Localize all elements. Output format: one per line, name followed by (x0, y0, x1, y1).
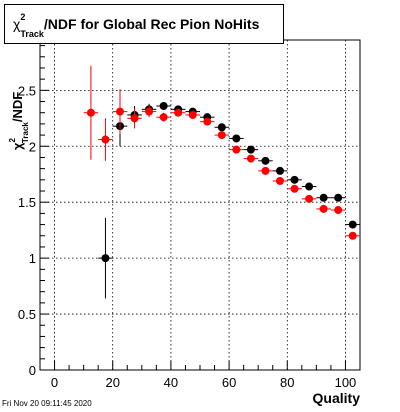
y-axis-label-chi: χ (10, 142, 25, 150)
data-point (246, 145, 255, 154)
data-point (86, 108, 95, 117)
y-tick-label: 1 (29, 251, 36, 266)
data-point (261, 156, 270, 165)
x-tick-label: 20 (105, 375, 119, 390)
data-point (276, 176, 284, 185)
data-point (290, 175, 299, 184)
y-axis-label-rest: /NDF (10, 92, 25, 122)
y-axis-label-sup: 2 (8, 138, 17, 143)
y-axis-ticks: 0 0.5 1 1.5 2 2.5 (18, 45, 49, 378)
x-tick-label: 100 (335, 375, 357, 390)
x-tick-label: 40 (164, 375, 178, 390)
y-tick-label: 1.5 (18, 195, 36, 210)
data-point (159, 102, 168, 110)
data-point (319, 193, 328, 202)
data-point (246, 154, 255, 163)
title-chi: χ (13, 16, 21, 32)
timestamp-footer: Fri Nov 20 09:11:45 2020 (2, 399, 92, 408)
series-1 (98, 102, 360, 299)
data-point (319, 204, 328, 213)
data-point (348, 231, 357, 240)
series-2 (83, 65, 360, 240)
y-tick-label: 0 (29, 363, 36, 378)
data-point (348, 220, 357, 229)
data-point (116, 107, 124, 116)
x-tick-label: 80 (280, 375, 294, 390)
y-axis-label-sub: Track (21, 122, 30, 143)
data-point (174, 108, 183, 117)
title-box: χ2 Track/NDF for Global Rec Pion NoHits (4, 4, 284, 44)
y-tick-label: 2.5 (18, 83, 36, 98)
x-axis-label: Quality (313, 390, 361, 406)
title-rest: /NDF for Global Rec Pion NoHits (44, 16, 260, 32)
title-sub: Track (20, 29, 45, 39)
y-tick-label: 2 (29, 139, 36, 154)
y-axis-label: χ2 Track/NDF (8, 92, 30, 150)
x-tick-label: 60 (222, 375, 236, 390)
data-point (101, 135, 110, 144)
data-point (130, 114, 139, 123)
grid-lines (40, 40, 360, 371)
data-point (305, 182, 314, 191)
data-point (145, 107, 154, 116)
data-point (217, 123, 226, 132)
data-point (290, 184, 299, 193)
x-tick-label: 0 (51, 375, 58, 390)
data-point (232, 134, 241, 143)
data-point (276, 166, 284, 175)
series-layer (83, 65, 360, 299)
title-sup: 2 (20, 12, 25, 22)
data-point (159, 113, 168, 122)
x-axis-ticks: 0 20 40 60 80 100 (51, 361, 356, 390)
data-point (305, 194, 314, 203)
data-point (101, 254, 110, 263)
plot-frame (39, 39, 361, 371)
data-point (217, 131, 226, 140)
data-point (334, 206, 343, 215)
data-point (203, 117, 212, 126)
data-point (232, 145, 241, 154)
data-point (188, 110, 197, 119)
data-point (261, 166, 270, 175)
data-point (334, 193, 343, 202)
y-tick-label: 0.5 (18, 307, 36, 322)
